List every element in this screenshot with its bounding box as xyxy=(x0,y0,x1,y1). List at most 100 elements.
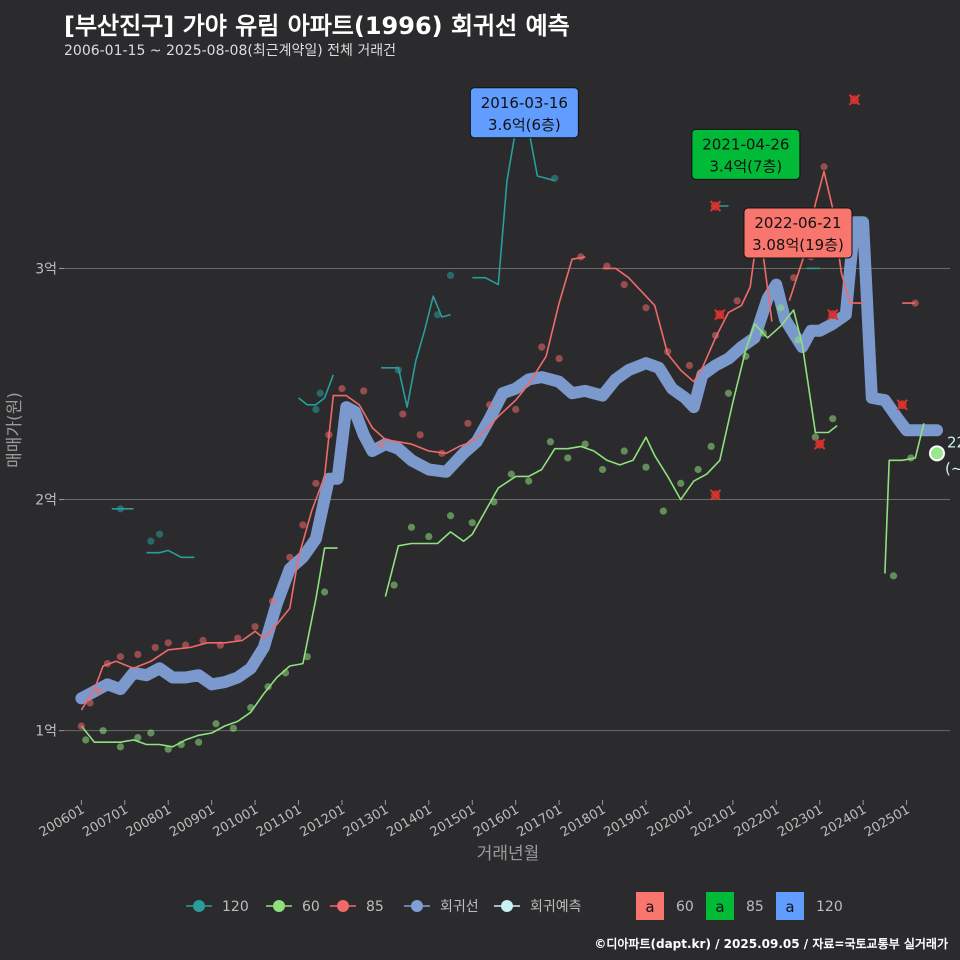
legend-box xyxy=(706,892,734,920)
series-line-60 xyxy=(80,547,338,748)
scatter-point-60 xyxy=(281,669,290,677)
legend-box-glyph: a xyxy=(785,898,794,916)
marked-point xyxy=(709,489,722,501)
scatter-point-85 xyxy=(911,299,919,307)
legend-label: 120 xyxy=(222,899,249,915)
scatter-point-60 xyxy=(425,532,433,541)
marked-point-cross xyxy=(709,489,722,501)
x-tick-label: 201201 xyxy=(297,802,347,840)
scatter-point-60 xyxy=(525,477,533,485)
scatter-point-85 xyxy=(642,304,650,312)
scatter-point-85 xyxy=(711,331,720,340)
x-tick-label: 201601 xyxy=(471,802,521,840)
scatter-point-85 xyxy=(77,722,85,730)
scatter-point-85 xyxy=(151,643,159,652)
scatter-point-85 xyxy=(733,297,741,305)
prediction-layer: 22,000 (~60㎡) xyxy=(928,433,960,477)
scatter-point-85 xyxy=(620,281,628,289)
scatter-point-60 xyxy=(759,329,767,337)
annotation-box xyxy=(469,87,579,139)
x-tick-label: 201701 xyxy=(515,802,565,840)
x-tick-label: 202301 xyxy=(775,802,825,840)
scatter-point-85 xyxy=(325,431,333,439)
scatter-point-85 xyxy=(134,650,142,659)
scatter-point-85 xyxy=(360,387,368,395)
annotation-box xyxy=(691,128,801,180)
scatter-point-60 xyxy=(446,512,455,520)
legend-item-reg: 회귀선 xyxy=(404,899,479,915)
scatter-point-60 xyxy=(811,433,819,441)
y-tick-label: 1억 xyxy=(35,724,57,740)
scatter-point-85 xyxy=(664,348,672,356)
scatter-point-85 xyxy=(95,687,103,695)
y-axis-title: 매매가(원) xyxy=(5,392,25,468)
marked-point xyxy=(813,438,826,450)
scatter-point-60 xyxy=(742,352,750,360)
scatter-point-120 xyxy=(147,537,155,545)
scatter-point-60 xyxy=(303,653,311,661)
x-tick-label: 201101 xyxy=(254,802,304,840)
x-tick-label: 202201 xyxy=(732,802,782,840)
scatter-point-85 xyxy=(603,262,611,270)
x-tick-label: 202001 xyxy=(645,802,695,840)
scatter-point-120 xyxy=(551,174,559,182)
legend-dot xyxy=(193,900,205,912)
series-line-60 xyxy=(384,309,838,597)
marked-point-cross xyxy=(813,438,826,450)
marked-point-cross xyxy=(714,308,726,321)
scatter-point-60 xyxy=(507,470,515,478)
legend-box-item: a 85 xyxy=(706,892,764,920)
scatter-point-60 xyxy=(229,724,237,732)
scatter-point-85 xyxy=(286,553,294,561)
marked-point-cross xyxy=(827,308,839,321)
y-tick-label: 3억 xyxy=(35,261,57,277)
marked-point xyxy=(709,200,722,212)
regression-layer xyxy=(75,216,943,705)
scatter-point-60 xyxy=(407,523,416,531)
series-line-120 xyxy=(472,129,556,286)
scatter-point-60 xyxy=(212,720,220,728)
scatter-point-120 xyxy=(446,271,455,279)
legend-box-glyph: a xyxy=(715,898,724,916)
legend-dot xyxy=(501,900,513,912)
x-axis-title: 거래년월 xyxy=(477,844,540,864)
annotation-price: 3.6억(6층) xyxy=(488,116,561,134)
scatter-point-60 xyxy=(889,572,898,580)
annotation-date: 2022-06-21 xyxy=(754,214,841,232)
series-line-120 xyxy=(298,374,335,406)
legend-label: 회귀선 xyxy=(440,899,479,915)
legend-box-label: 85 xyxy=(746,899,764,915)
legend-label: 60 xyxy=(302,899,320,915)
series-line-85 xyxy=(602,221,773,383)
legend-label: 85 xyxy=(366,899,384,915)
annotation-price: 3.08억(19층) xyxy=(752,236,844,254)
scatter-point-60 xyxy=(659,507,667,515)
legend: 120 60 85 회귀선 회귀예측 a 60 a 85 a 120 xyxy=(186,892,843,920)
legend-box-glyph: a xyxy=(645,898,654,916)
x-tick-label: 200801 xyxy=(124,802,174,840)
scatter-point-85 xyxy=(103,660,112,668)
scatter-point-85 xyxy=(377,440,385,448)
scatter-point-60 xyxy=(320,588,329,596)
legend-dot xyxy=(411,900,423,912)
scatter-point-85 xyxy=(268,597,277,605)
scatter-point-60 xyxy=(794,336,802,344)
x-tick-label: 201901 xyxy=(601,802,651,840)
marked-point-cross xyxy=(709,200,722,212)
scatter-point-85 xyxy=(234,634,242,642)
scatter-point-85 xyxy=(338,385,346,393)
series-line-120 xyxy=(146,549,195,559)
annotation-layer: 2016-03-16 3.6억(6층) 2021-04-26 3.4억(7층) 2022… xyxy=(469,87,853,259)
scatter-point-85 xyxy=(164,639,172,647)
annotation-price: 3.4억(7층) xyxy=(710,157,783,175)
scatter-point-85 xyxy=(312,479,320,487)
scatter-point-60 xyxy=(147,729,155,737)
scatter-point-120 xyxy=(155,530,164,538)
scatter-point-60 xyxy=(546,438,555,446)
scatter-point-85 xyxy=(555,354,563,363)
x-tick-label: 201001 xyxy=(211,802,261,840)
scatter-point-85 xyxy=(512,405,520,414)
scatter-point-85 xyxy=(438,449,446,457)
scatter-point-60 xyxy=(677,479,685,487)
